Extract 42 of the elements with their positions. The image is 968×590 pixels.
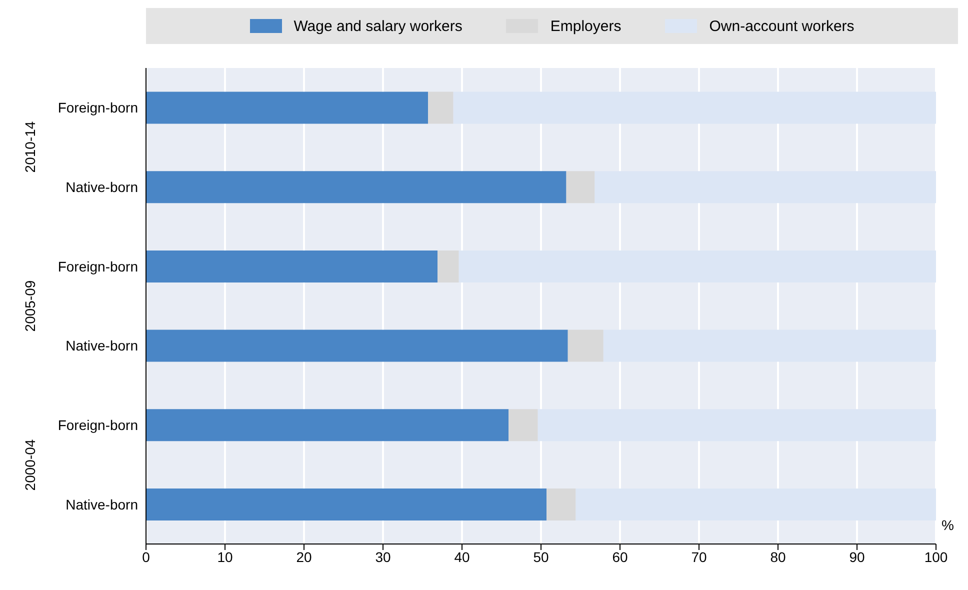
- text: 2005-09: [22, 280, 38, 332]
- x-tick-label: 60: [612, 548, 628, 565]
- bar: [538, 409, 936, 442]
- y-tick-label: Native-born: [66, 338, 138, 354]
- x-axis-title: %: [942, 516, 954, 533]
- x-tick-label: 40: [454, 548, 470, 565]
- y-tick-label: Native-born: [66, 178, 138, 195]
- bar: [146, 250, 438, 282]
- bar: [146, 488, 547, 520]
- bar: [146, 171, 566, 204]
- bar: [603, 330, 936, 362]
- bar: [146, 92, 428, 124]
- text: 2010-14: [22, 122, 38, 174]
- bar: [566, 171, 595, 204]
- x-tick-label: 30: [375, 548, 391, 565]
- y-tick-label: Native-born: [66, 496, 138, 512]
- bar: [546, 488, 576, 520]
- x-tick-label: 70: [691, 548, 707, 565]
- bar: [594, 171, 936, 204]
- legend-label: Employers: [550, 18, 622, 34]
- bar: [508, 409, 538, 442]
- y-tick-label: Foreign-born: [58, 416, 138, 433]
- y-tick-label: Foreign-born: [58, 258, 138, 274]
- bar: [576, 488, 936, 520]
- x-tick-label: 20: [296, 548, 312, 565]
- bar: [438, 250, 459, 282]
- x-tick-label: 90: [849, 548, 865, 565]
- bar: [453, 92, 936, 124]
- bar: [428, 92, 454, 124]
- x-tick-label: 0: [142, 548, 150, 565]
- x-tick-label: 50: [533, 548, 549, 565]
- x-tick-label: 100: [924, 548, 948, 565]
- x-tick-label: 10: [217, 548, 233, 565]
- bar: [568, 330, 604, 362]
- legend-label: Own-account workers: [709, 18, 854, 34]
- bar: [146, 330, 568, 362]
- y-tick-label: Foreign-born: [58, 100, 138, 116]
- text: 2000-04: [22, 438, 38, 490]
- x-tick-label: 80: [770, 548, 786, 565]
- legend-label: Wage and salary workers: [294, 18, 462, 34]
- bar: [146, 409, 509, 442]
- bar: [458, 250, 936, 282]
